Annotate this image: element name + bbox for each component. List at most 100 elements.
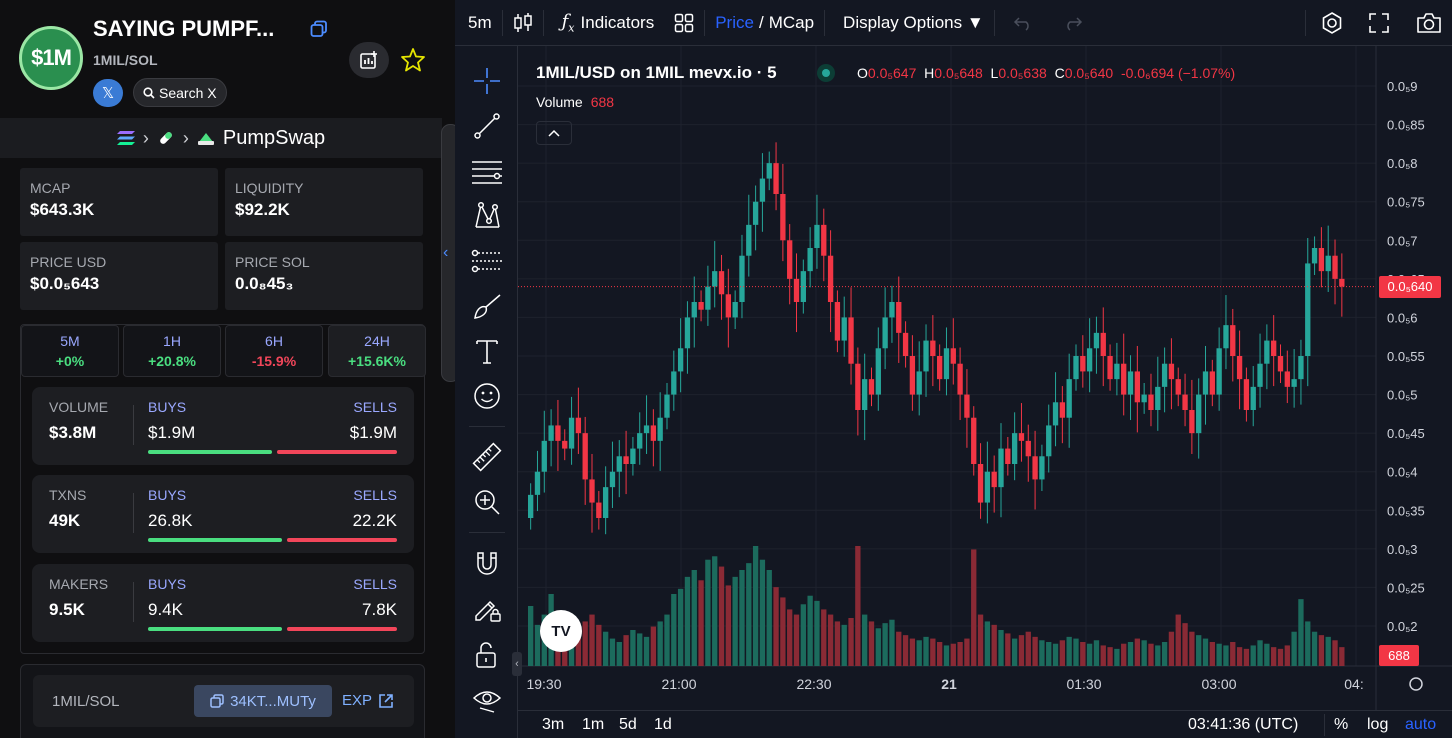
log-toggle[interactable]: log	[1367, 716, 1389, 733]
volume-bar	[1161, 642, 1168, 666]
volume-bar	[896, 631, 902, 666]
brush-tool[interactable]	[471, 290, 503, 322]
collapse-legend-button[interactable]	[536, 121, 572, 145]
candle-body	[950, 348, 956, 364]
tab-5m[interactable]: 5M +0%	[21, 325, 119, 377]
candle-body	[1325, 255, 1331, 272]
candle-body	[1202, 371, 1209, 395]
volume-bar	[902, 635, 909, 666]
chart-stats-button[interactable]	[349, 42, 389, 78]
volume-bar	[862, 614, 868, 666]
ruler-tool[interactable]	[471, 441, 503, 473]
trendline-tool[interactable]	[471, 110, 503, 142]
redo-button[interactable]	[1043, 0, 1093, 46]
y-tick-label: 0.0₅8	[1387, 156, 1418, 171]
search-x-button[interactable]: Search X	[133, 78, 227, 107]
volume-bar	[1298, 599, 1304, 666]
pattern-tool[interactable]	[471, 200, 503, 232]
indicators-button[interactable]: ƒx Indicators	[561, 10, 655, 35]
percent-toggle[interactable]: %	[1334, 716, 1349, 733]
undo-button[interactable]	[995, 0, 1043, 46]
eye-icon	[472, 691, 502, 713]
range-5d[interactable]: 5d	[619, 716, 637, 733]
y-tick-label: 0.0₅35	[1387, 503, 1425, 518]
volume-bar	[780, 597, 786, 666]
utc-clock[interactable]: 03:41:36 (UTC)	[1188, 716, 1299, 733]
timeframe-stats: 5M +0% 1H +20.8% 6H -15.9% 24H +15.6K%	[20, 324, 426, 654]
candle-body	[1298, 356, 1304, 380]
layouts-button[interactable]	[664, 0, 704, 46]
lock-drawings-tool[interactable]	[471, 593, 503, 625]
y-tick-label: 0.0₅6	[1387, 310, 1418, 325]
range-3m[interactable]: 3m	[542, 716, 565, 733]
volume-bar	[868, 621, 875, 666]
chart-type-button[interactable]	[503, 0, 543, 46]
favorite-star-icon[interactable]	[400, 47, 426, 73]
volume-bar	[609, 638, 616, 666]
auto-toggle[interactable]: auto	[1405, 716, 1437, 733]
explorer-link[interactable]: EXP	[342, 692, 394, 709]
x-tick-label: 21	[941, 676, 957, 692]
candle-body	[909, 356, 916, 395]
candle-body	[616, 456, 622, 472]
tab-6h[interactable]: 6H -15.9%	[225, 325, 323, 377]
volume-bar	[1236, 647, 1243, 666]
interval-button[interactable]: 5m	[468, 12, 492, 32]
settings-button[interactable]	[1306, 0, 1358, 46]
candle-body	[1052, 402, 1059, 426]
screenshot-button[interactable]	[1400, 0, 1452, 46]
candle-body	[1196, 394, 1202, 434]
txns-card: TXNS 49K BUYS 26.8K SELLS 22.2K	[32, 475, 414, 553]
tradingview-logo[interactable]: TV	[540, 610, 582, 652]
collapse-toolbar-icon[interactable]: ‹	[512, 652, 522, 676]
zoom-tool[interactable]	[471, 486, 503, 518]
text-tool[interactable]	[471, 335, 503, 367]
volume-bar	[807, 595, 813, 666]
range-1m[interactable]: 1m	[582, 716, 605, 733]
x-link-button[interactable]: 𝕏	[93, 79, 123, 107]
fullscreen-button[interactable]	[1358, 0, 1400, 46]
volume-bar	[1148, 643, 1154, 666]
tab-1h[interactable]: 1H +20.8%	[123, 325, 221, 377]
crosshair-tool[interactable]	[471, 65, 503, 97]
candle-body	[1168, 363, 1175, 380]
trendline-icon	[474, 113, 500, 139]
search-icon	[143, 86, 155, 99]
buy-ratio-bar	[148, 450, 272, 454]
undo-icon	[1013, 16, 1029, 31]
lock-tool[interactable]	[471, 639, 503, 671]
y-tick-label: 0.0₅55	[1387, 349, 1425, 364]
price-toggle[interactable]: Price	[715, 12, 754, 32]
candle-body	[1264, 340, 1270, 364]
market-status-icon	[817, 64, 835, 82]
candle-body	[1005, 448, 1011, 464]
candle-body	[534, 471, 541, 495]
copy-icon[interactable]	[310, 20, 328, 38]
fib-tool[interactable]	[471, 155, 503, 187]
mcap-toggle[interactable]: MCap	[768, 12, 815, 32]
chevron-right-icon: ›	[182, 127, 189, 148]
volume-bar	[1127, 642, 1134, 666]
measure-tool[interactable]	[471, 245, 503, 277]
x-tick-label: 22:30	[796, 676, 831, 692]
candle-body	[1209, 371, 1215, 395]
emoji-tool[interactable]	[471, 380, 503, 412]
token-name: SAYING PUMPF...	[93, 16, 275, 41]
candlestick-chart[interactable]: 0.0₅90.0₅850.0₅80.0₅750.0₅70.0₅650.0₅60.…	[518, 46, 1452, 710]
tab-24h[interactable]: 24H +15.6K%	[328, 325, 426, 377]
x-tick-label: 04:	[1344, 676, 1363, 692]
candle-body	[582, 433, 588, 480]
hide-tool[interactable]	[471, 684, 503, 716]
display-options-button[interactable]: Display Options ▼	[843, 12, 984, 32]
crosshair-icon	[474, 68, 500, 94]
axis-settings-icon	[1409, 677, 1423, 691]
volume-bar	[664, 614, 670, 666]
magnet-tool[interactable]	[471, 548, 503, 580]
copy-address-button[interactable]: 34KT...MUTy	[194, 685, 332, 717]
candle-body	[766, 163, 772, 179]
range-1d[interactable]: 1d	[654, 716, 672, 733]
price-chart[interactable]: 0.0₅90.0₅850.0₅80.0₅750.0₅70.0₅650.0₅60.…	[518, 46, 1452, 738]
volume-bar	[855, 546, 861, 666]
volume-bar	[732, 576, 738, 666]
collapse-panel-icon[interactable]: ‹	[443, 244, 449, 261]
